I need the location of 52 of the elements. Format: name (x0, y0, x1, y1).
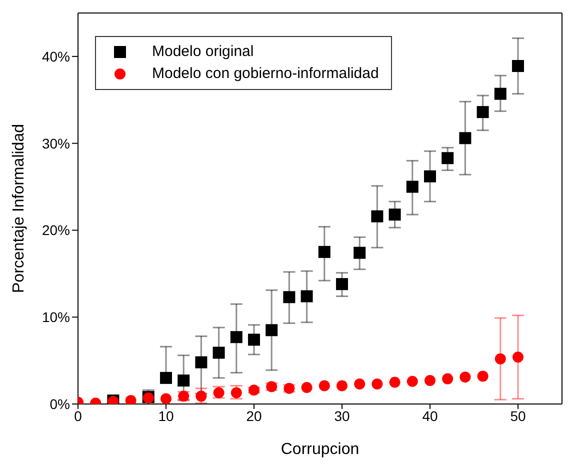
point (301, 382, 312, 393)
point (248, 384, 260, 396)
point (212, 346, 225, 359)
y-tick-label: 40% (42, 48, 70, 64)
point (354, 246, 366, 259)
x-tick-label: 50 (510, 408, 526, 424)
legend-label: Modelo con gobierno-informalidad (152, 64, 379, 84)
point (196, 390, 207, 402)
point (318, 246, 330, 258)
point (160, 372, 172, 384)
point (336, 278, 348, 290)
point (460, 372, 471, 383)
legend-label: Modelo original (152, 42, 254, 62)
x-tick-label: 40 (422, 408, 438, 424)
point (354, 378, 366, 390)
point (442, 152, 454, 164)
point (494, 88, 506, 100)
point (424, 170, 436, 182)
point (442, 373, 454, 384)
point (477, 370, 488, 382)
point (406, 180, 418, 193)
point (230, 331, 242, 344)
y-tick-label: 30% (42, 135, 70, 152)
point (459, 132, 472, 144)
point (300, 290, 313, 302)
point (476, 106, 489, 118)
point (248, 334, 260, 346)
point (371, 210, 384, 222)
x-axis-title: Corrupcion (280, 441, 360, 458)
point (512, 352, 524, 363)
point (494, 353, 506, 364)
point (318, 380, 330, 392)
point (195, 356, 208, 368)
point (512, 60, 524, 72)
y-tick-label: 10% (42, 309, 70, 326)
point (372, 378, 383, 390)
point (388, 208, 401, 221)
point (424, 375, 436, 386)
point (160, 393, 172, 404)
x-tick-label: 20 (246, 408, 262, 424)
point (178, 374, 190, 387)
point (389, 376, 400, 388)
x-tick-label: 10 (158, 408, 174, 424)
point (266, 324, 278, 336)
point (336, 380, 348, 392)
point (406, 376, 418, 387)
y-tick-label: 20% (42, 222, 70, 238)
y-tick-label: 0% (50, 396, 70, 412)
point (283, 291, 296, 304)
x-tick-label: 0 (74, 408, 82, 424)
y-axis-title: Porcentaje Informalidad (10, 124, 28, 293)
x-tick-label: 30 (334, 408, 350, 424)
